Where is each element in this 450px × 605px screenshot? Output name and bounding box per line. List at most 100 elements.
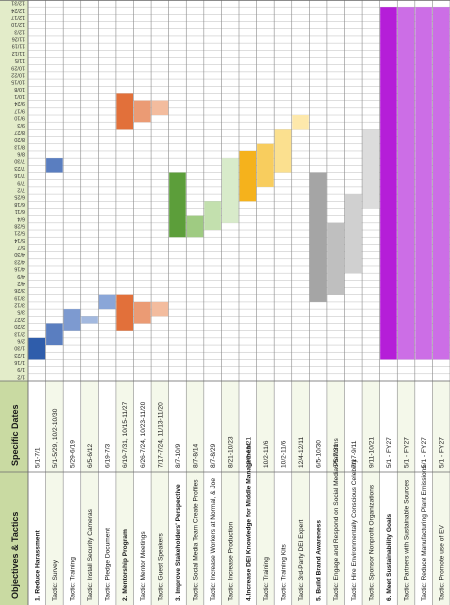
timeline-tick-label: 12/3	[14, 28, 25, 34]
row-name-label: Tactic: Sponsor Nonprofit Organizations	[368, 484, 375, 601]
row-dates-label: 6/26-7/24, 10/23-11/20	[140, 401, 147, 468]
row-name-label: Tactic: Increase Workers at Normal, & Jo…	[210, 478, 217, 601]
timeline-tick-label: 8/20	[14, 136, 25, 142]
gantt-bar	[116, 294, 133, 331]
timeline-tick-label: 5/14	[14, 237, 25, 243]
row-dates-label: 8/7-8/29	[210, 443, 217, 468]
gantt-bar	[204, 201, 221, 231]
timeline-tick-label: 4/30	[14, 251, 25, 257]
row-background	[45, 381, 64, 605]
timeline-tick-label: 9/3	[17, 122, 25, 128]
gantt-bar	[432, 7, 450, 360]
gantt-bar	[309, 172, 327, 302]
row-background	[309, 381, 327, 605]
timeline-tick-label: 11/12	[12, 50, 25, 56]
row-dates-label: 6/5-7/31	[333, 443, 340, 468]
timeline-tick-label: 4/23	[14, 258, 25, 264]
row-name-label: Tactic: Social Media Team Create Profile…	[193, 479, 200, 601]
row-name-label: 2. Mentorship Program	[122, 529, 129, 601]
row-name-label: Tactic: Hire Environmentally Conscious C…	[351, 458, 358, 601]
timeline-tick-label: 3/19	[14, 294, 25, 300]
row-name-label: Tactic: Partners with Sustainable Source…	[404, 479, 411, 601]
row-background	[168, 381, 187, 605]
gantt-bar	[151, 100, 169, 116]
row-dates-label: 5/29-6/19	[69, 440, 76, 468]
timeline-tick-label: 10/22	[11, 71, 25, 77]
row-background	[133, 381, 152, 605]
timeline-tick-label: 5/28	[14, 222, 25, 228]
row-dates-label: 5/1-5/29, 10/2-10/30	[52, 408, 59, 468]
row-name-label: 3. Improve Stakeholders' Perspective	[175, 484, 182, 601]
row-background	[256, 381, 275, 605]
header-specific-dates: Specific Dates	[10, 404, 20, 466]
timeline-tick-label: 8/13	[14, 143, 25, 149]
timeline-tick-label: 8/6	[17, 151, 25, 157]
row-dates-label: 5/1 - FY27	[386, 437, 393, 468]
timeline-tick-label: 7/16	[14, 172, 25, 178]
row-name-label: 5. Build Brand Awareness	[316, 520, 323, 601]
timeline-tick-label: 9/24	[14, 100, 25, 106]
row-name-label: Tactic: Promote use of EV	[439, 525, 446, 601]
timeline-tick-label: 4/16	[14, 266, 25, 272]
timeline-tick-label: 7/9	[17, 179, 25, 185]
gantt-bar	[380, 7, 397, 360]
timeline-tick-label: 6/11	[15, 208, 25, 214]
row-background	[326, 381, 345, 605]
row-background	[221, 381, 240, 605]
timeline-tick-label: 1/30	[14, 345, 25, 351]
timeline-tick-label: 3/26	[14, 287, 25, 293]
row-background	[98, 381, 116, 605]
row-background	[274, 381, 292, 605]
row-dates-label: 10/2-11/6	[280, 440, 287, 468]
header-band	[0, 381, 28, 605]
timeline-tick-label: 8/27	[14, 129, 25, 135]
timeline-tick-label: 1/2	[17, 373, 25, 379]
row-background	[379, 381, 398, 605]
timeline-tick-label: 9/17	[14, 107, 25, 113]
row-dates-label: 5/1 - FY27	[439, 437, 446, 468]
timeline-tick-label: 2/13	[14, 330, 25, 336]
row-background	[80, 381, 99, 605]
gantt-bar	[169, 172, 186, 238]
gantt-bar	[134, 301, 151, 324]
row-name-label: Tactic: 3rd-Party DEI Expert	[298, 519, 305, 601]
timeline-tick-label: 3/12	[14, 302, 25, 308]
row-background	[28, 381, 46, 605]
row-dates-label: 6/19-7/31, 10/15-11/27	[122, 401, 129, 468]
timeline-tick-label: 11/5	[15, 57, 25, 63]
timeline-tick-label: 9/10	[14, 115, 25, 121]
gantt-bar	[292, 115, 309, 130]
timeline-tick-label: 1/16	[14, 359, 25, 365]
timeline-tick-label: 4/9	[17, 273, 25, 279]
row-dates-label: 10/2-11/21	[245, 437, 252, 468]
row-background	[432, 381, 450, 605]
row-dates-label: 6/19-7/3	[105, 443, 112, 468]
gantt-bar	[221, 158, 239, 223]
row-name-label: Tactic: Survey	[52, 559, 59, 601]
row-background	[414, 381, 433, 605]
row-name-label: Tactic: Training	[69, 557, 76, 601]
gantt-bar	[98, 294, 116, 310]
timeline-tick-label: 6/25	[14, 194, 25, 200]
row-dates-label: 8/7-8/14	[193, 443, 200, 468]
row-background	[344, 381, 363, 605]
row-name-label: Tactic: Reduce Manufacturing Plant Emiss…	[421, 465, 428, 601]
gantt-bar	[397, 7, 415, 360]
timeline-tick-label: 12/17	[11, 14, 25, 20]
timeline-tick-label: 12/24	[11, 7, 25, 13]
gantt-bar	[46, 323, 63, 346]
row-background	[291, 381, 310, 605]
timeline-tick-label: 7/2	[17, 187, 25, 193]
timeline-tick-label: 5/21	[14, 230, 25, 236]
row-background	[362, 381, 380, 605]
timeline-tick-label: 1/23	[14, 352, 25, 358]
timeline-tick-label: 6/18	[14, 201, 25, 207]
row-name-label: 4.Increase DEI Knowledge for Middle Mana…	[245, 443, 252, 601]
gantt-bar	[151, 301, 169, 317]
row-background	[186, 381, 204, 605]
row-dates-label: 8/7-10/9	[175, 443, 182, 468]
